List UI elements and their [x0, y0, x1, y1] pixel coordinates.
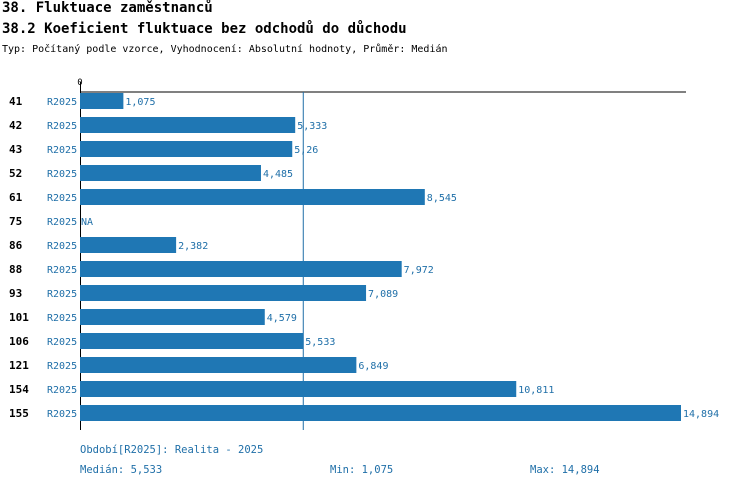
category-label: 75 [9, 215, 22, 228]
bar [80, 165, 261, 181]
category-label: 154 [9, 383, 29, 396]
value-label: 8,545 [427, 193, 457, 204]
period-label: R2025 [47, 121, 77, 132]
bar [80, 237, 177, 253]
value-label: 1,075 [125, 97, 155, 108]
value-label: 2,382 [178, 241, 208, 252]
bar [80, 189, 425, 205]
value-label: 7,089 [368, 289, 398, 300]
x-axis-zero-label: 0 [77, 78, 82, 88]
period-label: R2025 [47, 241, 77, 252]
value-label: 14,894 [683, 409, 719, 420]
bar [80, 117, 296, 133]
value-label: 5,333 [297, 121, 327, 132]
value-label: 4,485 [263, 169, 293, 180]
footer-period: Období[R2025]: Realita - 2025 [80, 444, 264, 456]
bar [80, 261, 402, 277]
chart-subtitle: 38.2 Koeficient fluktuace bez odchodů do… [2, 21, 407, 37]
bar [80, 285, 367, 301]
bar [80, 405, 681, 421]
period-label: R2025 [47, 409, 77, 420]
period-label: R2025 [47, 145, 77, 156]
period-label: R2025 [47, 313, 77, 324]
value-label: 5,533 [305, 337, 335, 348]
footer-median: Medián: 5,533 [80, 464, 163, 476]
category-label: 121 [9, 359, 29, 372]
period-label: R2025 [47, 385, 77, 396]
bar [80, 333, 304, 349]
bar [80, 357, 357, 373]
category-label: 43 [9, 143, 22, 156]
value-label: 5,26 [294, 145, 318, 156]
category-label: 42 [9, 119, 22, 132]
bar [80, 381, 517, 397]
footer-min: Min: 1,075 [330, 464, 394, 476]
period-label: R2025 [47, 169, 77, 180]
value-label: 7,972 [404, 265, 434, 276]
category-label: 106 [9, 335, 29, 348]
chart-info: Typ: Počítaný podle vzorce, Vyhodnocení:… [2, 44, 448, 55]
period-label: R2025 [47, 337, 77, 348]
period-label: R2025 [47, 193, 77, 204]
period-label: R2025 [47, 289, 77, 300]
period-label: R2025 [47, 361, 77, 372]
category-label: 101 [9, 311, 29, 324]
value-label: NA [81, 217, 93, 228]
bar [80, 309, 265, 325]
category-label: 155 [9, 407, 29, 420]
period-label: R2025 [47, 217, 77, 228]
category-label: 52 [9, 167, 22, 180]
category-label: 61 [9, 191, 23, 204]
category-label: 41 [9, 95, 23, 108]
category-label: 88 [9, 263, 22, 276]
chart-title: 38. Fluktuace zaměstnanců [2, 0, 213, 16]
value-label: 10,811 [518, 385, 554, 396]
category-label: 86 [9, 239, 23, 252]
bar [80, 93, 124, 109]
bar [80, 141, 293, 157]
value-label: 4,579 [267, 313, 297, 324]
value-label: 6,849 [358, 361, 388, 372]
period-label: R2025 [47, 265, 77, 276]
category-label: 93 [9, 287, 22, 300]
footer-max: Max: 14,894 [530, 464, 600, 476]
period-label: R2025 [47, 97, 77, 108]
